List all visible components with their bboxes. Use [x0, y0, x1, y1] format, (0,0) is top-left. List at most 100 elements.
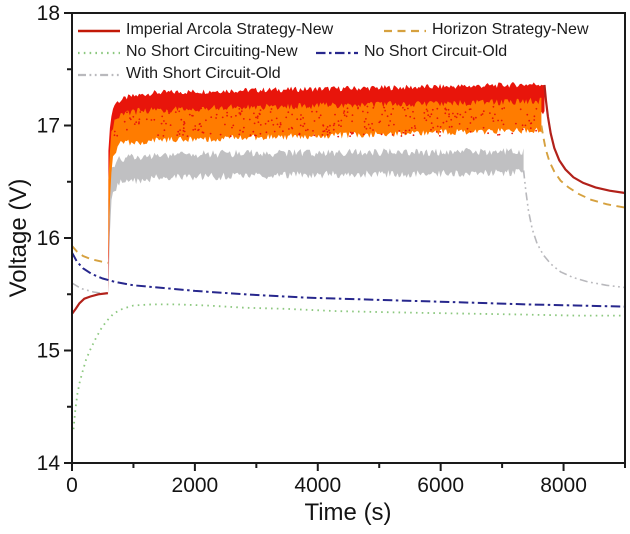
speckle	[259, 124, 262, 126]
speckle	[285, 116, 288, 119]
speckle	[265, 131, 268, 134]
speckle	[454, 115, 456, 118]
speckle	[116, 134, 119, 137]
speckle	[322, 124, 324, 127]
speckle	[321, 134, 324, 136]
speckle	[343, 110, 346, 113]
speckle	[163, 120, 165, 122]
speckle	[497, 119, 499, 122]
speckle	[138, 122, 140, 125]
speckle	[448, 115, 450, 118]
y-axis-label: Voltage (V)	[5, 178, 32, 298]
speckle	[337, 135, 340, 138]
speckle	[168, 112, 171, 115]
speckle	[430, 122, 433, 124]
speckle	[391, 134, 394, 136]
speckle	[472, 118, 475, 121]
speckle	[129, 117, 131, 119]
y-tick-label: 17	[37, 115, 60, 138]
speckle	[276, 123, 279, 126]
speckle	[450, 118, 453, 121]
speckle	[255, 116, 257, 119]
speckle	[501, 107, 504, 110]
speckle	[386, 115, 389, 118]
speckle	[210, 116, 213, 119]
speckle	[439, 126, 442, 128]
speckle	[139, 111, 142, 113]
speckle	[322, 130, 325, 133]
speckle	[179, 129, 182, 132]
speckle	[313, 120, 316, 122]
speckle	[200, 125, 203, 128]
speckle	[369, 127, 372, 129]
speckle	[412, 110, 414, 113]
speckle	[215, 113, 218, 116]
speckle	[178, 133, 181, 135]
speckle	[387, 124, 390, 127]
speckle	[183, 121, 186, 123]
speckle	[500, 119, 503, 122]
speckle	[303, 122, 306, 125]
speckle	[191, 114, 193, 117]
speckle	[259, 109, 262, 112]
speckle	[384, 109, 386, 112]
speckle	[363, 126, 366, 128]
speckle	[135, 121, 138, 124]
speckle	[319, 114, 322, 117]
speckle	[526, 113, 529, 116]
speckle	[221, 116, 224, 119]
speckle	[192, 129, 195, 131]
speckle	[349, 135, 351, 138]
speckle	[305, 129, 307, 132]
speckle	[269, 111, 272, 113]
speckle	[123, 120, 126, 123]
speckle	[444, 107, 447, 110]
speckle	[431, 108, 434, 111]
speckle	[254, 134, 256, 137]
speckle	[351, 114, 354, 116]
speckle	[174, 111, 177, 113]
speckle	[249, 134, 252, 137]
speckle	[362, 133, 365, 136]
speckle	[412, 134, 415, 137]
speckle	[489, 112, 491, 114]
speckle	[312, 130, 314, 132]
speckle	[113, 130, 116, 133]
speckle	[142, 109, 144, 112]
speckle	[149, 106, 151, 109]
speckle	[326, 133, 329, 136]
x-tick-label: 6000	[417, 474, 464, 497]
speckle	[238, 112, 241, 114]
series-line-3-points	[71, 252, 626, 308]
y-tick-label: 15	[37, 340, 60, 363]
speckle	[252, 130, 255, 133]
speckle	[521, 124, 524, 127]
speckle	[430, 128, 432, 131]
speckle	[442, 121, 445, 124]
speckle	[133, 123, 136, 125]
speckle	[270, 119, 273, 122]
speckle	[425, 108, 428, 111]
speckle	[429, 115, 431, 118]
speckle	[226, 114, 229, 117]
band-4	[108, 147, 524, 296]
speckle	[365, 127, 368, 130]
speckle	[273, 130, 276, 133]
speckle	[448, 113, 450, 116]
speckle	[198, 108, 201, 111]
speckle	[219, 133, 222, 136]
speckle	[371, 122, 373, 125]
speckle	[515, 122, 517, 125]
x-tick-label: 0	[66, 474, 78, 497]
speckle	[278, 126, 281, 128]
series-line-4-post	[522, 170, 626, 289]
speckle	[248, 118, 251, 121]
speckle	[287, 111, 290, 114]
speckle	[445, 120, 448, 123]
speckle	[169, 124, 172, 126]
speckle	[240, 110, 243, 113]
x-tick-label: 4000	[294, 474, 341, 497]
speckle	[340, 125, 342, 128]
speckle	[157, 105, 160, 108]
speckle	[413, 117, 416, 120]
